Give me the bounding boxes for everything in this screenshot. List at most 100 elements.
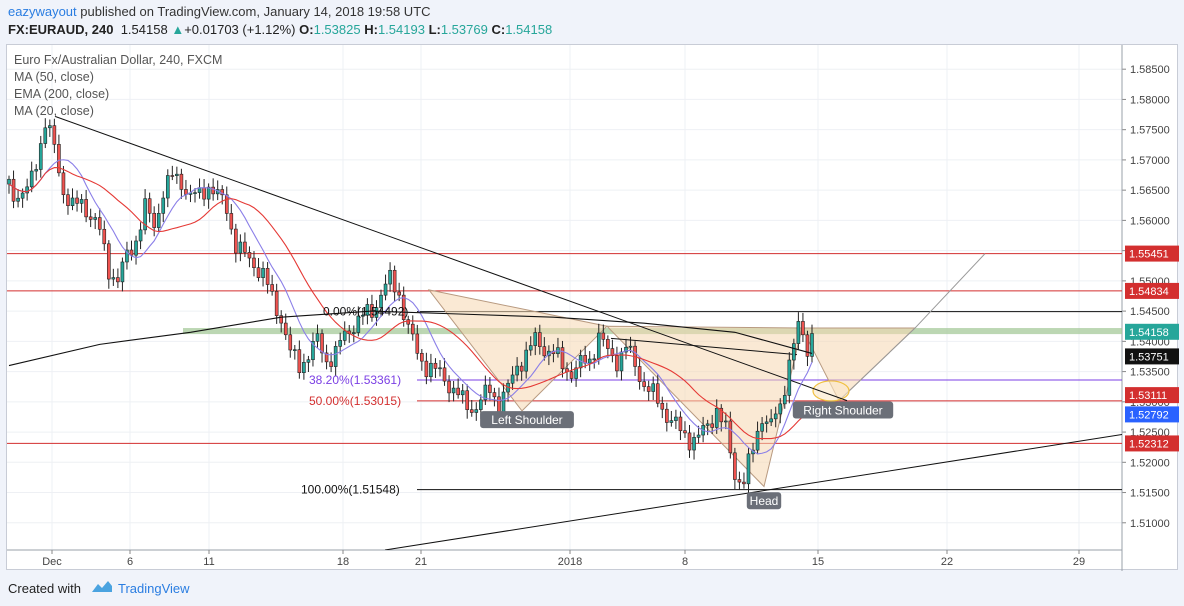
candle-body <box>211 186 215 195</box>
candle-body <box>420 353 424 362</box>
candle-body <box>483 384 488 401</box>
candle-body <box>11 178 16 202</box>
candle-body <box>519 365 524 372</box>
candle-body <box>61 172 66 196</box>
candle-body <box>75 197 79 204</box>
candle-body <box>25 186 29 194</box>
candle-body <box>492 392 497 398</box>
publish-header: eazywayout published on TradingView.com,… <box>0 0 1184 44</box>
price-label-bg <box>1125 282 1179 299</box>
candle-body <box>84 199 88 218</box>
candle-body <box>683 430 687 434</box>
price-label-bg <box>1125 348 1179 365</box>
candle-body <box>651 383 656 392</box>
candle-body <box>29 170 34 188</box>
y-tick-label: 1.52000 <box>1130 457 1170 469</box>
candle-body <box>401 294 406 320</box>
pattern-label-bg <box>746 492 782 510</box>
tradingview-logo-icon[interactable] <box>90 578 114 596</box>
close-label: C: <box>491 22 506 37</box>
candle-body <box>111 277 116 280</box>
candle-body <box>601 332 606 340</box>
candle-body <box>660 402 665 410</box>
candle-body <box>165 175 170 199</box>
candle-body <box>778 403 783 415</box>
candle-body <box>460 390 465 396</box>
candle-body <box>70 197 75 206</box>
last-price: 1.54158 <box>120 22 168 37</box>
candle-body <box>606 339 610 349</box>
candle-body <box>156 213 161 228</box>
price-chart[interactable]: 1.58500 1.58000 1.57500 1.57000 1.56500 1.560… <box>7 45 1179 571</box>
low-value: 1.53769 <box>440 22 488 37</box>
neckline-line <box>610 337 798 356</box>
candle-body <box>746 453 751 485</box>
plot-area <box>7 115 1122 550</box>
candle-body <box>134 240 138 256</box>
fib-label: 38.20%(1.53361) <box>309 373 401 387</box>
candle-body <box>665 408 669 423</box>
price-label-bg <box>1125 323 1179 340</box>
candle-body <box>669 420 674 423</box>
candle-body <box>465 390 470 410</box>
candle-body <box>787 359 792 396</box>
candle-body <box>7 178 11 185</box>
y-tick-label: 1.51500 <box>1130 488 1170 500</box>
tradingview-brand[interactable]: TradingView <box>118 581 190 596</box>
y-tick-label: 1.56000 <box>1130 215 1170 227</box>
candle-body <box>801 321 805 336</box>
candle-body <box>596 332 601 360</box>
candle-body <box>88 216 93 220</box>
chart-panel[interactable]: 1.58500 1.58000 1.57500 1.57000 1.56500 1.560… <box>6 44 1179 571</box>
candle-body <box>501 391 506 413</box>
candle-body <box>374 307 379 318</box>
candle-body <box>528 345 533 351</box>
ma50-line <box>8 167 813 440</box>
candle-body <box>760 423 764 432</box>
price-label: 1.53111 <box>1129 390 1167 402</box>
candle-body <box>52 125 57 145</box>
pattern-label-bg <box>480 411 574 429</box>
candle-body <box>129 249 134 256</box>
publish-line: eazywayout published on TradingView.com,… <box>8 4 431 19</box>
fib-label: 50.00%(1.53015) <box>309 394 401 408</box>
candle-body <box>805 334 810 357</box>
candle-body <box>560 347 565 369</box>
candle-body <box>365 304 370 316</box>
candle-body <box>796 321 801 344</box>
legend-ema200[interactable]: EMA (200, close) <box>14 87 110 101</box>
legend-ma20[interactable]: MA (20, close) <box>14 104 94 118</box>
open-label: O: <box>299 22 314 37</box>
candle-body <box>782 395 787 405</box>
candle-body <box>469 409 474 413</box>
price-label: 1.52792 <box>1129 409 1169 421</box>
x-tick-label: 22 <box>941 556 953 568</box>
candle-body <box>388 269 392 285</box>
candle-body <box>202 187 206 200</box>
candle-body <box>66 194 70 206</box>
legend-ma50[interactable]: MA (50, close) <box>14 70 94 84</box>
ema200-line <box>8 310 813 367</box>
candle-body <box>524 349 528 372</box>
candle-body <box>324 352 329 363</box>
pattern-label: Right Shoulder <box>803 404 882 418</box>
candle-body <box>687 432 692 451</box>
candle-body <box>764 421 769 424</box>
candle-body <box>773 413 778 420</box>
high-label: H: <box>364 22 378 37</box>
candle-body <box>107 243 111 280</box>
candle-body <box>733 452 737 480</box>
author-link[interactable]: eazywayout <box>8 4 77 19</box>
candle-body <box>147 198 152 214</box>
price-label-bg <box>1125 406 1179 423</box>
y-tick-label: 1.57500 <box>1130 125 1170 137</box>
y-tick-label: 1.51000 <box>1130 518 1170 530</box>
price-label: 1.53751 <box>1129 351 1169 363</box>
candle-body <box>315 333 320 342</box>
candle-body <box>433 362 438 369</box>
price-label: 1.52312 <box>1129 438 1169 450</box>
x-tick-label: 8 <box>682 556 688 568</box>
candle-body <box>261 268 265 278</box>
candle-body <box>442 367 447 382</box>
candle-body <box>415 333 420 354</box>
